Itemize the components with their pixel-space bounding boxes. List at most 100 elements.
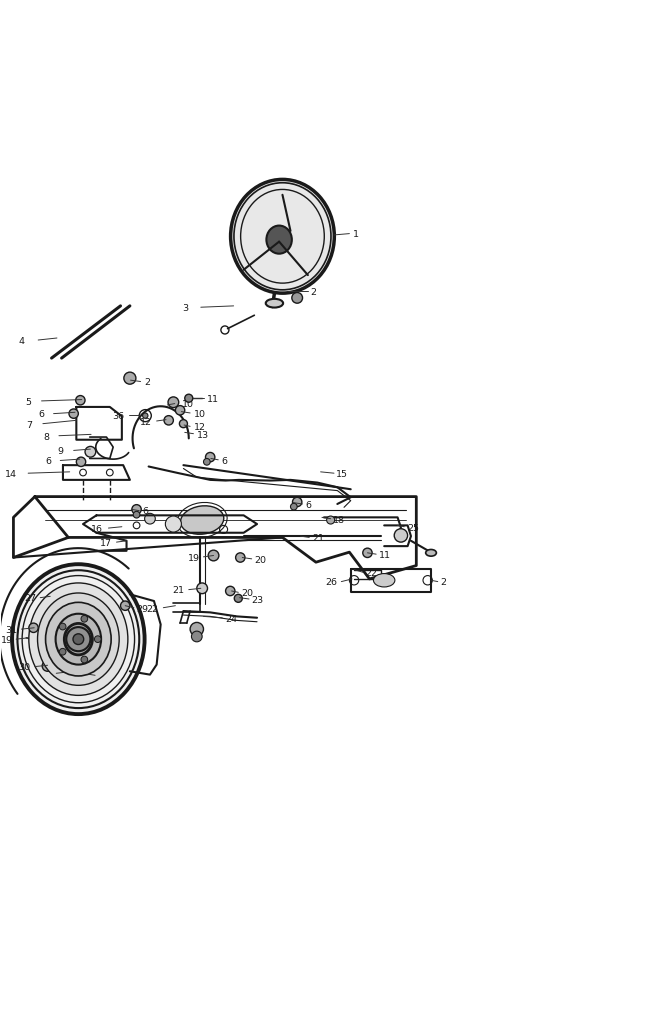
Circle shape bbox=[81, 615, 87, 623]
Text: 3: 3 bbox=[182, 304, 188, 313]
Text: 2: 2 bbox=[310, 288, 317, 297]
Circle shape bbox=[168, 397, 179, 408]
Circle shape bbox=[94, 636, 101, 642]
Circle shape bbox=[82, 670, 91, 679]
Circle shape bbox=[363, 548, 372, 557]
Text: 7: 7 bbox=[26, 421, 32, 429]
Text: 10: 10 bbox=[182, 400, 194, 410]
Ellipse shape bbox=[265, 299, 283, 307]
Text: 19: 19 bbox=[187, 554, 200, 562]
Circle shape bbox=[132, 505, 141, 514]
Circle shape bbox=[292, 293, 302, 303]
Ellipse shape bbox=[181, 506, 224, 535]
Text: 21: 21 bbox=[172, 587, 184, 596]
Text: 20: 20 bbox=[241, 589, 253, 598]
Text: 6: 6 bbox=[221, 457, 227, 466]
Circle shape bbox=[175, 406, 185, 415]
Text: 27: 27 bbox=[24, 595, 36, 603]
Text: 6: 6 bbox=[142, 508, 148, 516]
Text: 30: 30 bbox=[18, 664, 30, 673]
Ellipse shape bbox=[38, 593, 119, 685]
Text: 22: 22 bbox=[366, 569, 378, 579]
Text: 15: 15 bbox=[336, 470, 348, 479]
Text: 12: 12 bbox=[194, 423, 206, 432]
Text: 18: 18 bbox=[333, 515, 345, 524]
Text: 16: 16 bbox=[91, 525, 103, 534]
Text: 4: 4 bbox=[19, 337, 25, 346]
Circle shape bbox=[77, 457, 86, 467]
Text: 2: 2 bbox=[440, 579, 446, 588]
Circle shape bbox=[59, 624, 66, 630]
Circle shape bbox=[236, 553, 245, 562]
Text: 6: 6 bbox=[45, 458, 51, 466]
Circle shape bbox=[290, 504, 297, 510]
Ellipse shape bbox=[12, 564, 144, 714]
Circle shape bbox=[120, 601, 130, 610]
Circle shape bbox=[76, 395, 85, 404]
Text: 10: 10 bbox=[194, 410, 206, 419]
Circle shape bbox=[85, 446, 95, 457]
Circle shape bbox=[192, 631, 202, 642]
Text: 12: 12 bbox=[140, 418, 152, 427]
Text: 25: 25 bbox=[408, 523, 419, 532]
Text: 23: 23 bbox=[252, 596, 264, 605]
Circle shape bbox=[204, 459, 210, 465]
Ellipse shape bbox=[56, 613, 101, 665]
Text: 11: 11 bbox=[207, 395, 219, 404]
Text: 29: 29 bbox=[136, 604, 149, 613]
Text: 8: 8 bbox=[43, 432, 49, 441]
Text: 19: 19 bbox=[1, 636, 13, 645]
Circle shape bbox=[63, 668, 73, 677]
Ellipse shape bbox=[374, 573, 395, 587]
Text: 28: 28 bbox=[97, 672, 110, 681]
Text: 26: 26 bbox=[325, 579, 337, 588]
Circle shape bbox=[208, 550, 219, 561]
Ellipse shape bbox=[425, 550, 436, 556]
Circle shape bbox=[292, 498, 302, 507]
Text: 24: 24 bbox=[225, 614, 237, 624]
Ellipse shape bbox=[29, 583, 128, 695]
Circle shape bbox=[206, 453, 215, 462]
Text: 1: 1 bbox=[353, 230, 359, 240]
Circle shape bbox=[179, 420, 187, 428]
Circle shape bbox=[67, 627, 91, 651]
Circle shape bbox=[124, 372, 136, 384]
Circle shape bbox=[142, 413, 148, 419]
Circle shape bbox=[29, 623, 38, 633]
Circle shape bbox=[73, 634, 84, 644]
Text: 9: 9 bbox=[57, 447, 63, 457]
Text: 2: 2 bbox=[144, 378, 150, 387]
Ellipse shape bbox=[266, 225, 292, 254]
Text: 14: 14 bbox=[5, 470, 17, 479]
Text: 36: 36 bbox=[112, 412, 124, 421]
Circle shape bbox=[165, 516, 181, 532]
Text: 20: 20 bbox=[255, 556, 266, 564]
Ellipse shape bbox=[65, 624, 93, 655]
Circle shape bbox=[133, 511, 140, 518]
Circle shape bbox=[394, 528, 408, 542]
Text: 31: 31 bbox=[5, 626, 17, 635]
Circle shape bbox=[59, 648, 66, 655]
Circle shape bbox=[235, 594, 243, 602]
Text: 6: 6 bbox=[305, 501, 311, 510]
Circle shape bbox=[164, 416, 173, 425]
Circle shape bbox=[185, 394, 193, 402]
Circle shape bbox=[81, 656, 87, 663]
Circle shape bbox=[226, 587, 235, 596]
Circle shape bbox=[327, 516, 335, 524]
Circle shape bbox=[144, 513, 155, 524]
Ellipse shape bbox=[230, 179, 335, 293]
Circle shape bbox=[69, 409, 79, 419]
Text: 5: 5 bbox=[25, 397, 31, 407]
Text: 21: 21 bbox=[312, 535, 324, 544]
Ellipse shape bbox=[46, 602, 111, 676]
Circle shape bbox=[197, 583, 208, 594]
Circle shape bbox=[190, 623, 204, 636]
Text: 6: 6 bbox=[38, 411, 44, 420]
Text: 17: 17 bbox=[99, 539, 112, 548]
Text: 29: 29 bbox=[40, 670, 52, 679]
Text: 13: 13 bbox=[197, 430, 209, 439]
Text: 11: 11 bbox=[379, 551, 391, 560]
Circle shape bbox=[42, 660, 53, 672]
Text: 22: 22 bbox=[146, 604, 159, 613]
